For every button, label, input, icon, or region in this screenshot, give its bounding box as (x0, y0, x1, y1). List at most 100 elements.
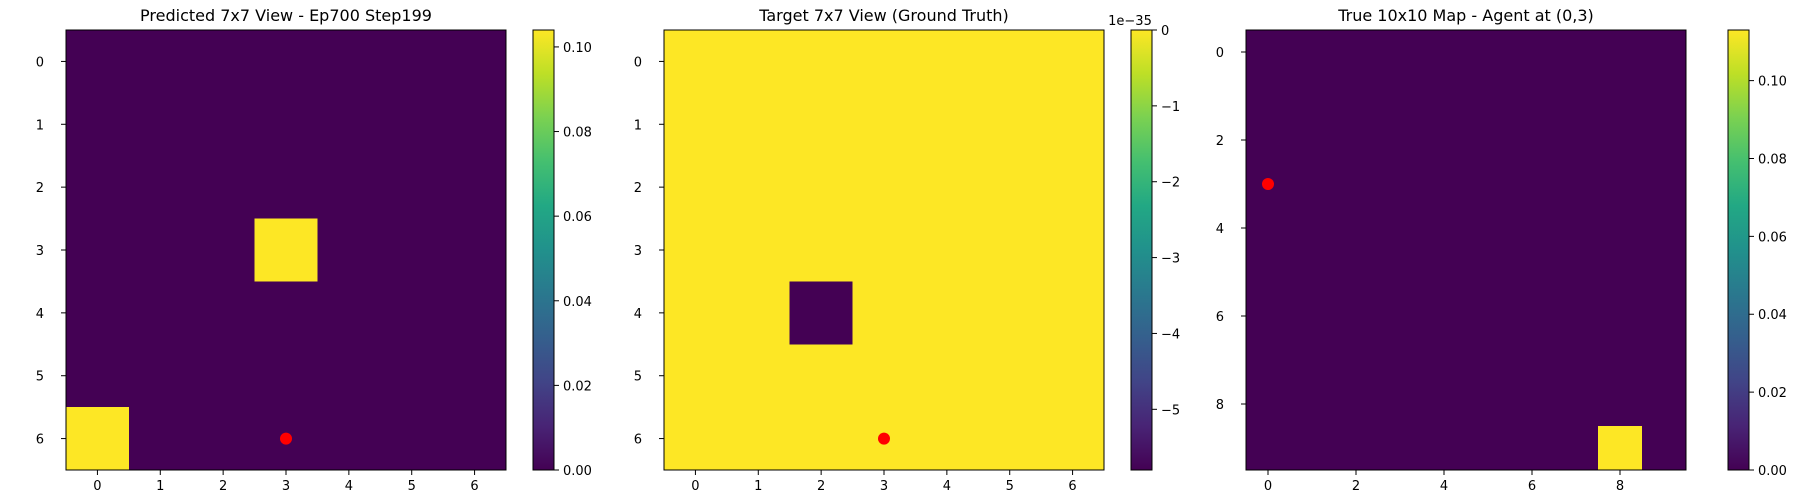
heatmap-cell-true-map (1422, 338, 1467, 383)
heatmap-cell-true-map (1642, 30, 1687, 75)
x-tick-label-predicted: 5 (408, 479, 416, 494)
colorbar-frame-target (1130, 29, 1153, 471)
y-tick-label-true-map: 2 (1216, 134, 1224, 149)
heatmap-cell-target (664, 344, 728, 408)
y-tick-label-predicted: 4 (36, 307, 44, 322)
heatmap-cell-predicted (443, 344, 507, 408)
heatmap-cell-true-map (1378, 426, 1423, 471)
heatmap-cell-true-map (1378, 118, 1423, 163)
colorbar-tick-label-true-map: 0.06 (1758, 230, 1787, 245)
colorbar-tick-label-target: −4 (1161, 327, 1180, 342)
heatmap-cell-target (789, 92, 853, 157)
heatmap-cell-predicted (317, 92, 381, 157)
heatmap-cell-true-map (1334, 338, 1379, 383)
heatmap-cell-true-map (1246, 382, 1291, 427)
x-tick-label-true-map: 4 (1440, 479, 1448, 494)
y-tick-label-predicted: 1 (36, 118, 44, 133)
heatmap-cell-true-map (1290, 294, 1335, 339)
heatmap-cell-true-map (1466, 30, 1511, 75)
heatmap-cell-true-map (1466, 206, 1511, 251)
colorbar-gradient-target (1131, 30, 1152, 470)
heatmap-cell-true-map (1554, 250, 1599, 295)
colorbar-tick-label-predicted: 0.04 (563, 295, 592, 310)
x-tick-label-true-map: 2 (1352, 479, 1360, 494)
heatmap-cell-target (978, 218, 1042, 282)
colorbar-tick-label-true-map: 0.00 (1758, 464, 1787, 479)
heatmap-cell-true-map (1246, 74, 1291, 119)
agent-marker-target (878, 432, 890, 445)
x-tick-label-predicted: 2 (219, 479, 227, 494)
heatmap-cell-true-map (1334, 426, 1379, 471)
heatmap-cell-true-map (1290, 250, 1335, 295)
heatmap-cell-target (789, 281, 853, 345)
heatmap-cell-target (1041, 155, 1105, 219)
heatmap-cell-predicted (66, 407, 130, 471)
heatmap-cell-true-map (1334, 30, 1379, 75)
heatmap-cell-true-map (1378, 74, 1423, 119)
x-tick-label-target: 2 (817, 479, 825, 494)
y-tick-label-true-map: 4 (1216, 222, 1224, 237)
heatmap-cell-true-map (1290, 206, 1335, 251)
heatmap-cell-true-map (1554, 118, 1599, 163)
heatmap-cell-target (915, 344, 979, 408)
heatmap-cell-true-map (1642, 294, 1687, 339)
y-tick-label-true-map: 8 (1216, 398, 1224, 413)
heatmap-cell-predicted (191, 30, 255, 94)
heatmap-cell-true-map (1422, 30, 1467, 75)
heatmap-cell-predicted (254, 155, 318, 219)
heatmap-cell-predicted (128, 281, 193, 345)
heatmap-cell-target (852, 92, 916, 157)
heatmap-cell-predicted (66, 92, 130, 157)
heatmap-cell-predicted (380, 155, 444, 219)
heatmap-cell-predicted (443, 92, 507, 157)
heatmap-cell-true-map (1642, 206, 1687, 251)
heatmap-cell-predicted (380, 281, 444, 345)
heatmap-cell-target (852, 30, 916, 94)
heatmap-cell-true-map (1466, 338, 1511, 383)
heatmap-cell-true-map (1290, 30, 1335, 75)
panel-title-predicted: Predicted 7x7 View - Ep700 Step199 (140, 6, 432, 25)
heatmap-cell-predicted (128, 407, 193, 471)
heatmap-cell-true-map (1246, 250, 1291, 295)
y-tick-label-target: 0 (634, 55, 642, 70)
heatmap-cell-true-map (1334, 382, 1379, 427)
colorbar-frame-true-map (1727, 29, 1750, 471)
heatmap-cell-predicted (254, 30, 318, 94)
heatmap-cell-true-map (1554, 426, 1599, 471)
agent-marker-predicted (280, 432, 292, 445)
heatmap-cell-predicted (254, 344, 318, 408)
heatmap-cell-true-map (1422, 74, 1467, 119)
heatmap-cell-target (726, 155, 791, 219)
heatmap-cell-predicted (128, 155, 193, 219)
heatmap-cell-target (978, 407, 1042, 471)
heatmap-cell-true-map (1466, 118, 1511, 163)
heatmap-cell-true-map (1510, 338, 1555, 383)
heatmap-cell-predicted (191, 281, 255, 345)
heatmap-cell-target (789, 407, 853, 471)
heatmap-cell-predicted (380, 92, 444, 157)
y-tick-label-predicted: 0 (36, 55, 44, 70)
x-tick-label-target: 4 (943, 479, 951, 494)
heatmap-cell-true-map (1554, 338, 1599, 383)
colorbar-tick-label-predicted: 0.10 (563, 41, 592, 56)
heatmap-cell-predicted (66, 30, 130, 94)
heatmap-cell-true-map (1466, 382, 1511, 427)
y-tick-label-predicted: 3 (36, 244, 44, 259)
heatmap-cell-target (664, 407, 728, 471)
y-tick-label-target: 4 (634, 307, 642, 322)
heatmap-cell-true-map (1510, 294, 1555, 339)
heatmap-cell-true-map (1290, 162, 1335, 207)
heatmap-cell-predicted (254, 92, 318, 157)
heatmap-cell-true-map (1290, 118, 1335, 163)
heatmap-cell-true-map (1422, 118, 1467, 163)
heatmap-cell-true-map (1334, 294, 1379, 339)
y-tick-label-target: 5 (634, 370, 642, 385)
heatmap-cell-true-map (1510, 382, 1555, 427)
x-tick-label-predicted: 1 (156, 479, 164, 494)
heatmap-cell-target (1041, 92, 1105, 157)
x-tick-label-true-map: 0 (1264, 479, 1272, 494)
x-tick-label-target: 6 (1068, 479, 1076, 494)
colorbar-tick-label-target: −1 (1161, 100, 1180, 115)
heatmap-cell-true-map (1334, 250, 1379, 295)
heatmap-cell-predicted (317, 344, 381, 408)
